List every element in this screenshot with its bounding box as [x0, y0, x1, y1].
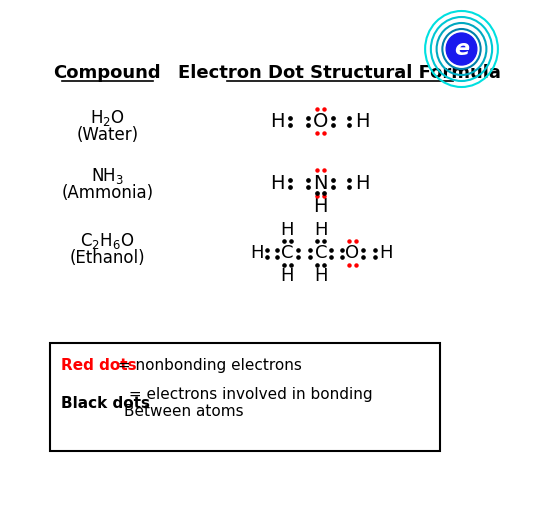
Circle shape	[446, 33, 477, 65]
Text: C$_2$H$_6$O: C$_2$H$_6$O	[80, 231, 135, 251]
Text: = nonbonding electrons: = nonbonding electrons	[113, 358, 302, 373]
Text: H: H	[314, 221, 327, 239]
Text: e: e	[454, 39, 469, 59]
Text: (Ammonia): (Ammonia)	[61, 184, 153, 202]
Text: H: H	[250, 244, 263, 262]
Text: N: N	[313, 174, 328, 193]
Text: Black dots: Black dots	[61, 396, 150, 410]
Text: H: H	[314, 267, 327, 285]
Text: Compound: Compound	[53, 64, 161, 82]
Text: = electrons involved in bonding
Between atoms: = electrons involved in bonding Between …	[124, 387, 373, 419]
Text: H: H	[355, 174, 369, 193]
Text: C: C	[281, 244, 294, 262]
Text: Electron Dot Structural Formula: Electron Dot Structural Formula	[178, 64, 501, 82]
Text: H$_2$O: H$_2$O	[90, 108, 124, 128]
Bar	[50, 343, 441, 451]
Text: (Ethanol): (Ethanol)	[69, 249, 145, 267]
Text: H: H	[313, 197, 328, 216]
Text: H: H	[270, 174, 285, 193]
Text: H: H	[280, 267, 294, 285]
Text: H: H	[355, 111, 369, 130]
Text: Red dots: Red dots	[61, 358, 137, 373]
Text: O: O	[345, 244, 359, 262]
Text: O: O	[313, 111, 328, 130]
Text: H: H	[270, 111, 285, 130]
Text: C: C	[315, 244, 327, 262]
Text: (Water): (Water)	[76, 126, 138, 144]
Text: NH$_3$: NH$_3$	[91, 166, 124, 186]
Text: H: H	[379, 244, 392, 262]
Text: H: H	[280, 221, 294, 239]
